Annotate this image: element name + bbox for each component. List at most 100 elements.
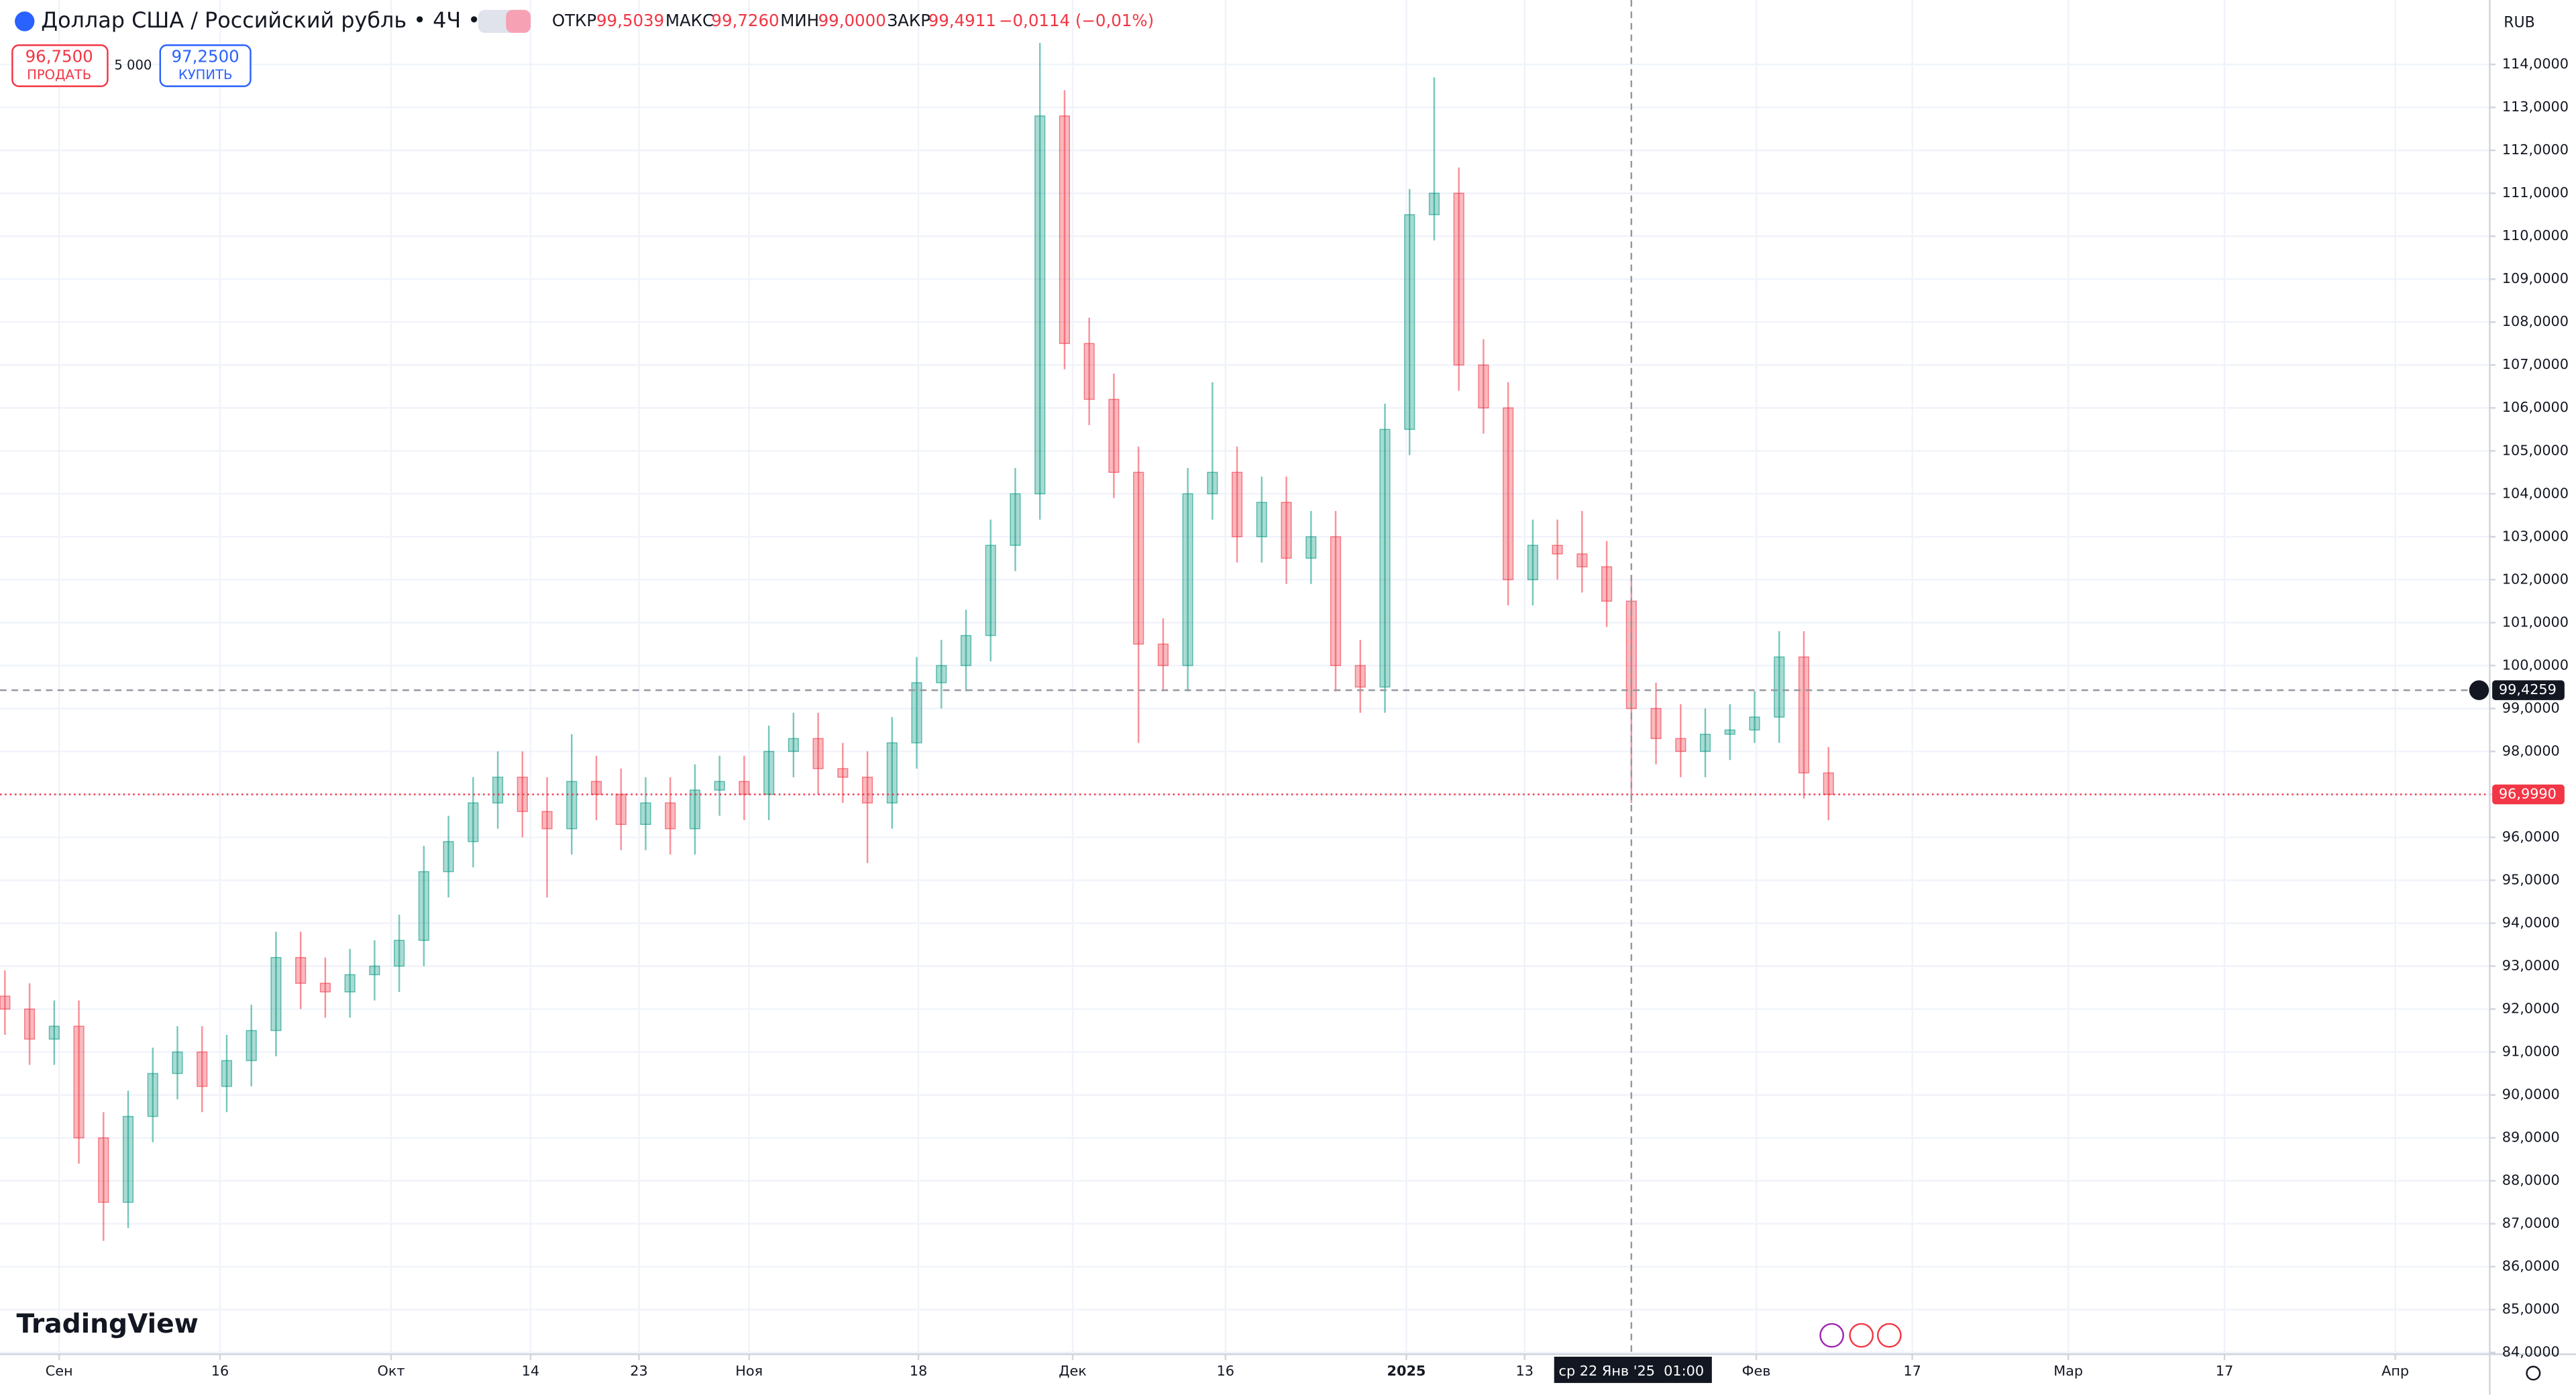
y-tick-label: 93,0000 xyxy=(2502,958,2560,974)
candle-body xyxy=(640,802,651,825)
candle-body xyxy=(1354,665,1366,688)
y-tick-label: 90,0000 xyxy=(2502,1086,2560,1103)
candle-body xyxy=(147,1072,158,1117)
candle-body xyxy=(739,781,750,795)
candle-body xyxy=(1034,115,1046,495)
candle-body xyxy=(295,956,307,984)
candle-body xyxy=(98,1137,109,1203)
event-icon[interactable] xyxy=(1876,1323,1902,1348)
candle-body xyxy=(1478,364,1489,408)
candle-body xyxy=(1108,398,1120,473)
candle-body xyxy=(1552,545,1563,555)
candle-body xyxy=(837,768,849,778)
y-tick-label: 109,0000 xyxy=(2502,270,2569,286)
candle-body xyxy=(1083,343,1095,400)
candle-body xyxy=(1404,214,1415,430)
candle-body xyxy=(1256,502,1267,538)
symbol-icon xyxy=(15,11,35,32)
candle-body xyxy=(1453,192,1464,366)
candle-body xyxy=(812,738,824,769)
candle-body xyxy=(1576,553,1588,567)
candle-body xyxy=(48,1025,60,1040)
candle-body xyxy=(344,974,356,993)
ohlc-label: ЗАКР xyxy=(887,11,930,30)
candle-body xyxy=(1232,471,1243,538)
candle-body xyxy=(270,956,282,1031)
candle-body xyxy=(1379,429,1391,688)
y-tick-label: 96,0000 xyxy=(2502,828,2560,844)
x-tick-label: 13 xyxy=(1516,1363,1534,1379)
candle-body xyxy=(960,634,972,667)
y-tick-label: 105,0000 xyxy=(2502,442,2569,458)
candle-body xyxy=(1749,716,1760,731)
candle-body xyxy=(1157,643,1169,667)
x-tick-label: Ноя xyxy=(735,1363,763,1379)
x-tick-label: Апр xyxy=(2381,1363,2409,1379)
buy-price: 97,2500 xyxy=(172,47,239,66)
event-icon[interactable] xyxy=(1819,1323,1844,1348)
candle-body xyxy=(319,983,331,993)
buy-button[interactable] xyxy=(159,44,252,87)
candle-body xyxy=(73,1025,85,1139)
candle-body xyxy=(665,802,676,830)
ohlc-value: 99,0000 xyxy=(818,11,886,30)
crosshair-time-badge xyxy=(1554,1356,1712,1384)
candle-body xyxy=(1428,192,1440,215)
candle-body xyxy=(714,781,725,791)
candle-body xyxy=(1182,493,1193,667)
candle-body xyxy=(221,1060,233,1087)
candle-body xyxy=(369,965,380,976)
toggle-button[interactable] xyxy=(506,9,531,34)
crosshair-price-label: 99,4259 xyxy=(2499,681,2557,698)
candle-body xyxy=(985,545,996,636)
candle-body xyxy=(1330,536,1342,667)
x-tick-label: Дек xyxy=(1059,1363,1087,1379)
candle-body xyxy=(1724,729,1735,735)
candle-body xyxy=(763,750,775,795)
x-tick-label: 23 xyxy=(630,1363,647,1379)
last-price-badge xyxy=(2492,784,2565,805)
y-tick-label: 103,0000 xyxy=(2502,528,2569,544)
candle-body xyxy=(1699,734,1711,752)
candle-body xyxy=(788,738,799,752)
candle-body xyxy=(1798,656,1810,774)
candle-body xyxy=(246,1029,257,1062)
y-tick-label: 95,0000 xyxy=(2502,871,2560,887)
y-tick-label: 104,0000 xyxy=(2502,485,2569,501)
x-tick-label: Фев xyxy=(1742,1363,1771,1379)
crosshair-time-label: ср 22 Янв '25 01:00 xyxy=(1559,1363,1705,1379)
candle-body xyxy=(1823,772,1834,795)
sell-label: ПРОДАТЬ xyxy=(27,67,91,82)
sell-price: 96,7500 xyxy=(25,47,93,66)
currency[interactable]: RUB xyxy=(2504,14,2535,31)
candle-body xyxy=(1675,738,1686,752)
settings-icon[interactable] xyxy=(2526,1365,2541,1381)
candle-body xyxy=(541,811,553,830)
event-icon[interactable] xyxy=(1849,1323,1874,1348)
x-tick-label: 14 xyxy=(522,1363,539,1379)
candle-body xyxy=(1133,471,1144,645)
candle-body xyxy=(566,781,578,830)
sell-button[interactable] xyxy=(11,44,109,87)
candle-body xyxy=(1774,656,1785,718)
candle-body xyxy=(1503,407,1514,581)
candle-body xyxy=(1010,493,1021,546)
y-tick-label: 84,0000 xyxy=(2502,1344,2560,1360)
candle-body xyxy=(1207,471,1218,495)
y-tick-label: 85,0000 xyxy=(2502,1301,2560,1317)
ohlc-change: −0,0114 (−0,01%) xyxy=(999,11,1154,30)
x-tick-label: 16 xyxy=(211,1363,229,1379)
y-tick-label: 99,0000 xyxy=(2502,700,2560,716)
candle-body xyxy=(1650,708,1662,739)
candle-body xyxy=(861,777,873,803)
candle-body xyxy=(590,781,602,795)
y-tick-label: 89,0000 xyxy=(2502,1129,2560,1146)
candle-body xyxy=(1601,566,1613,602)
candle-body xyxy=(468,802,479,842)
crosshair-price-badge xyxy=(2492,680,2565,700)
candle-body xyxy=(886,742,898,803)
logo: TradingView xyxy=(16,1309,198,1339)
x-tick-label: Сен xyxy=(46,1363,73,1379)
